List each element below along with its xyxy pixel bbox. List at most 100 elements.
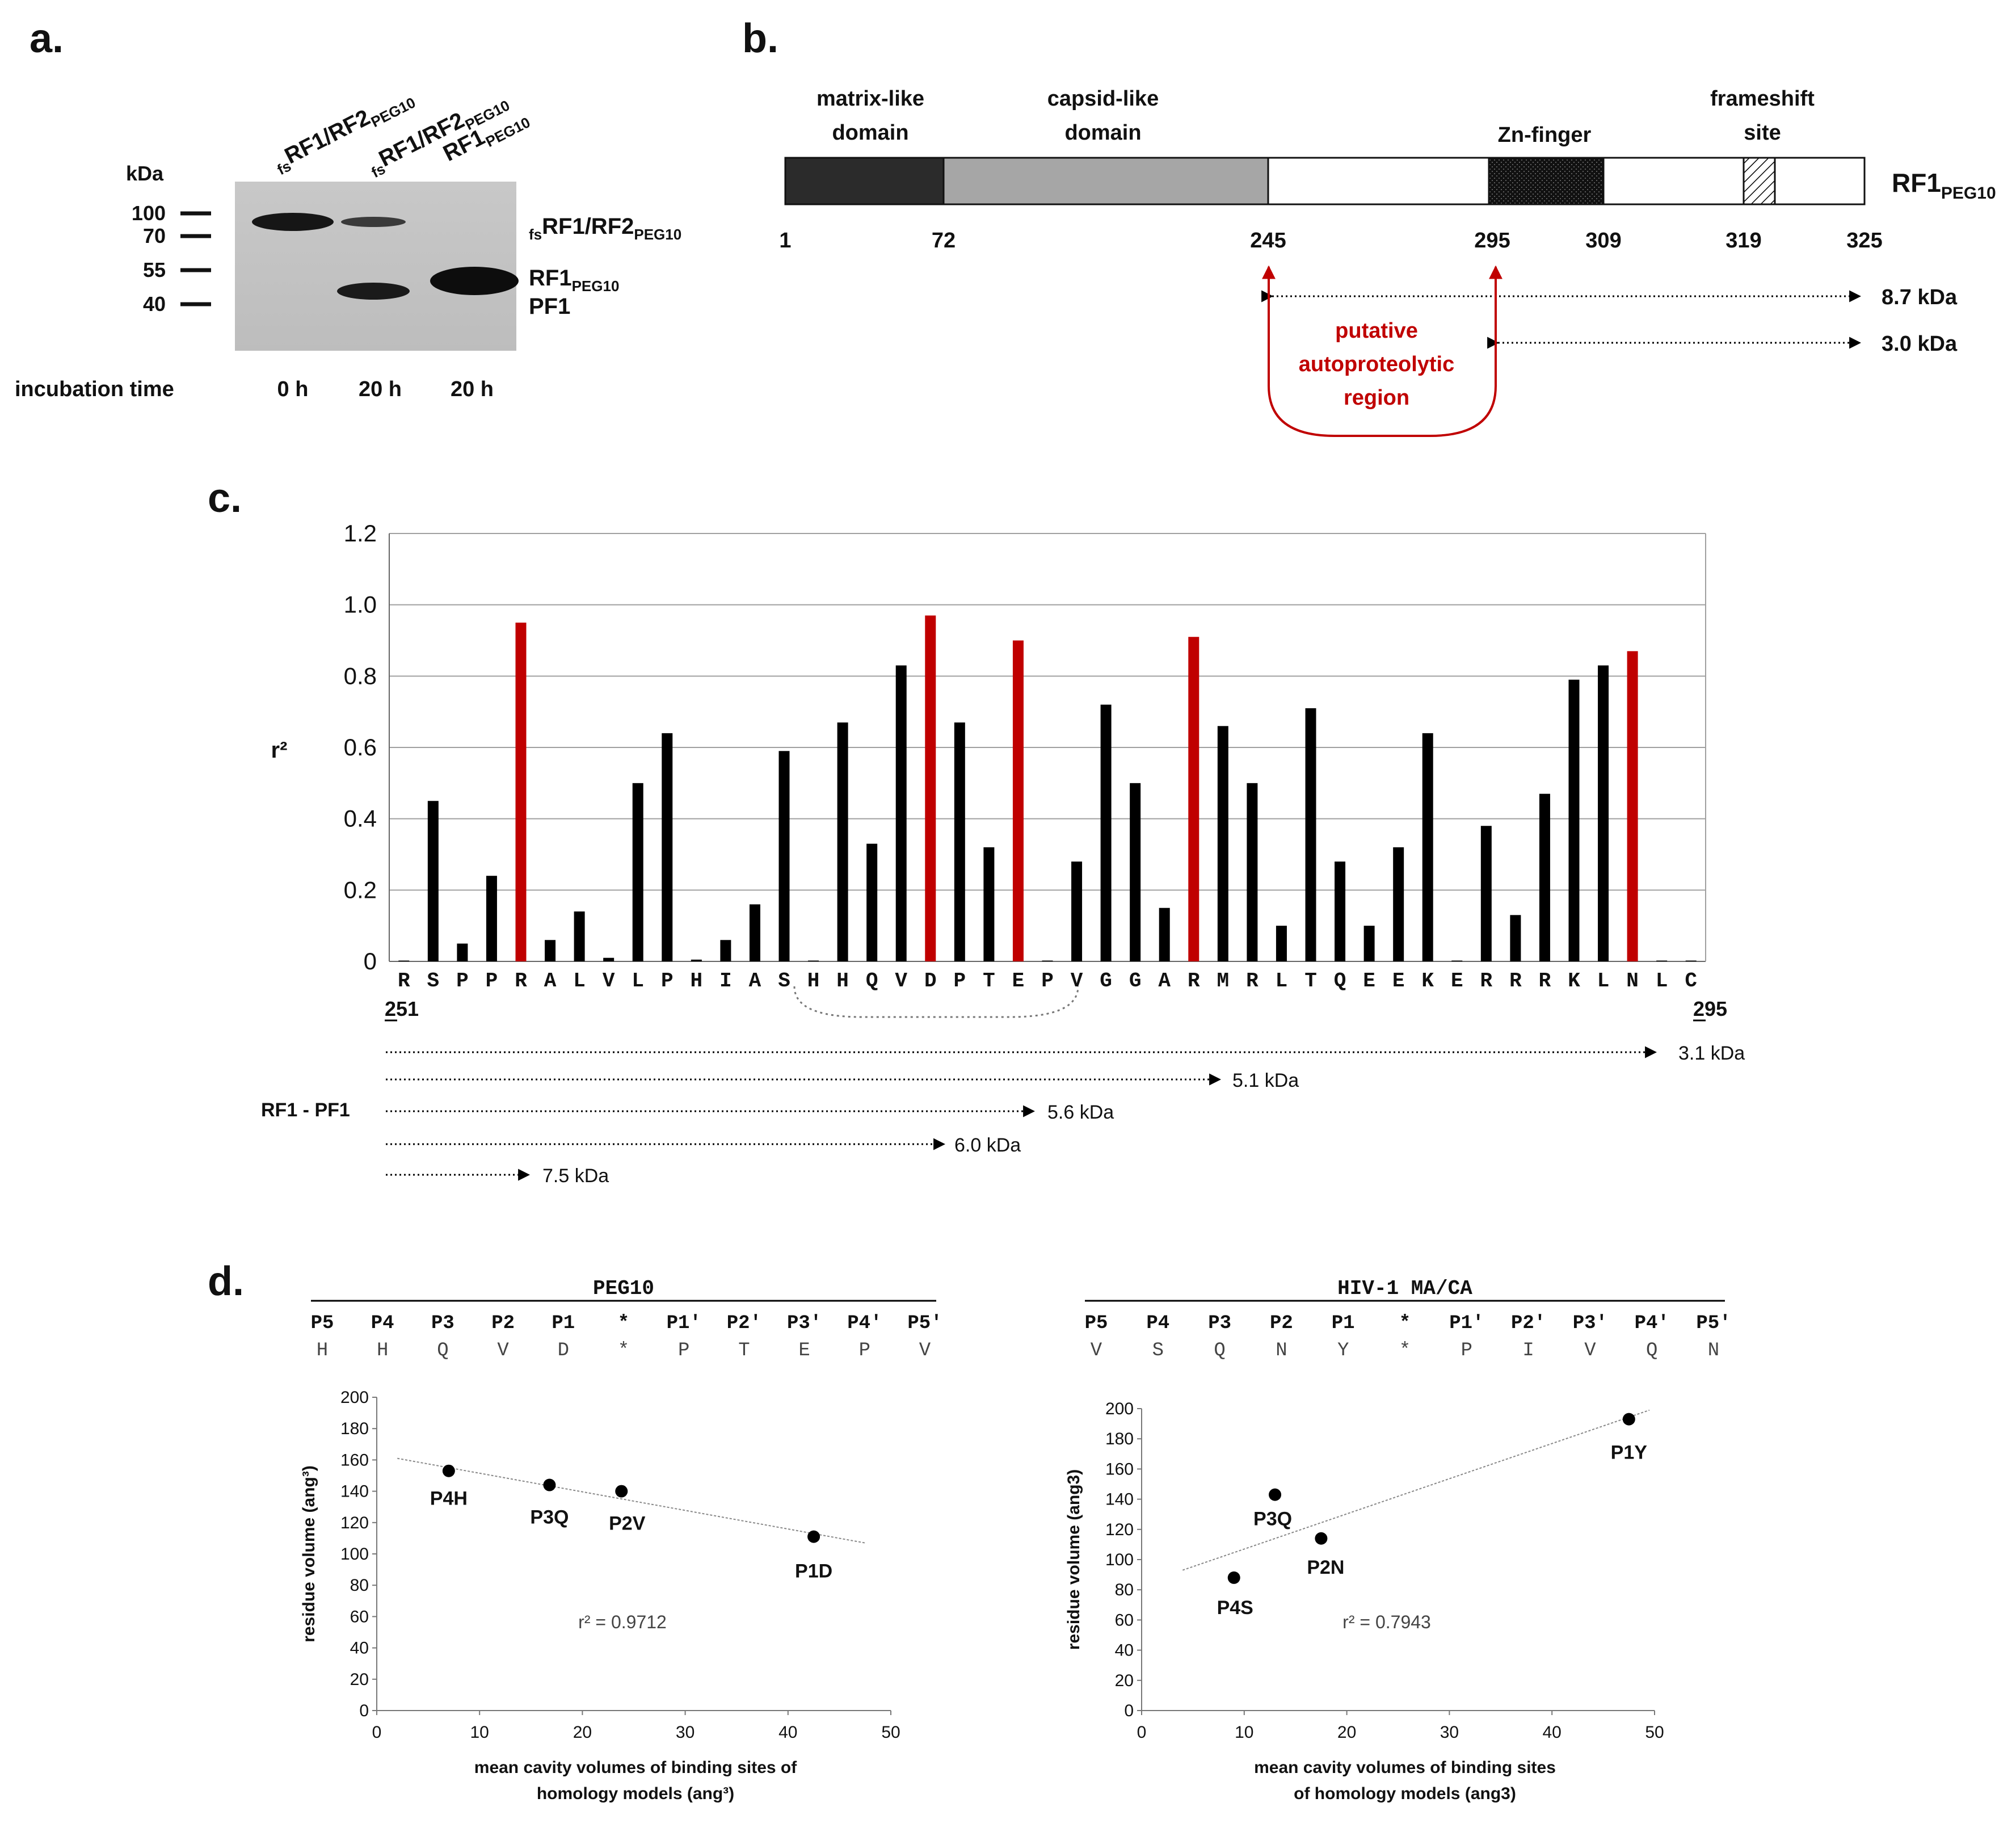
matrix-domain-label-2: domain: [832, 121, 908, 145]
residue-label: R: [1509, 969, 1522, 993]
residue-label: H: [836, 969, 849, 993]
site-position: P5': [907, 1313, 942, 1334]
data-point: [1622, 1413, 1635, 1426]
site-position: P2: [491, 1313, 515, 1334]
bar: [1100, 704, 1112, 961]
bar: [1247, 783, 1258, 961]
residue-label: R: [515, 969, 527, 993]
site-position: P4: [1146, 1313, 1169, 1334]
y-tick-label: 120: [340, 1514, 369, 1532]
marker-70: 70: [143, 224, 166, 247]
panel-c-label: c.: [208, 476, 242, 521]
residue-label: I: [719, 969, 732, 993]
bar: [1598, 665, 1609, 961]
residue-label: N: [1626, 969, 1639, 993]
y-tick-label: 60: [1115, 1611, 1134, 1629]
y-tick-label: 180: [340, 1419, 369, 1438]
bar: [1276, 926, 1287, 961]
rf1-pf1-label: RF1 - PF1: [261, 1099, 350, 1121]
y-tick-label: 20: [350, 1670, 369, 1689]
x-tick-label: 40: [778, 1723, 797, 1742]
sequence-end-label: 295: [1693, 997, 1727, 1020]
site-residue: P: [678, 1340, 689, 1362]
y-tick-label: 1.0: [344, 591, 377, 618]
bar-highlight: [1012, 640, 1024, 961]
site-residue: D: [558, 1340, 569, 1362]
panel-d: d. PEG10 P5 P4 P3 P2 P1 * P1' P2' P3' P4' P5' H H Q V D *…: [208, 1259, 1731, 1803]
matrix-domain: [784, 157, 945, 205]
bar: [1159, 907, 1170, 961]
zn-finger-domain: [1488, 157, 1605, 205]
y-tick-label: 0.4: [344, 805, 377, 832]
site-position: *: [618, 1313, 629, 1334]
residue-label: M: [1217, 969, 1230, 993]
site-residue: S: [1152, 1340, 1164, 1362]
bar: [662, 733, 673, 961]
x-axis-label-line-1: mean cavity volumes of binding sites: [1254, 1758, 1556, 1777]
frameshift-label-2: site: [1744, 121, 1781, 145]
site-residue: E: [798, 1340, 810, 1362]
residue-label: D: [924, 969, 937, 993]
y-tick-label: 200: [340, 1388, 369, 1407]
zn-finger-label: Zn-finger: [1498, 123, 1592, 147]
y-tick-label: 200: [1105, 1400, 1134, 1418]
capsid-domain: [942, 157, 1269, 205]
site-residue: Q: [1646, 1340, 1657, 1362]
position-labels: 1 72 245 295 309 319 325: [779, 229, 1882, 253]
bar: [486, 876, 497, 961]
data-point: [543, 1478, 556, 1491]
site-position: P1': [667, 1313, 701, 1334]
site-residue: T: [738, 1340, 750, 1362]
bar: [545, 940, 556, 961]
frameshift-site: [1743, 157, 1776, 205]
residue-label: L: [1656, 969, 1668, 993]
y-tick-label: 180: [1105, 1430, 1134, 1448]
residue-label: E: [1392, 969, 1405, 993]
bar: [1451, 960, 1463, 961]
x-tick-label: 20: [573, 1723, 592, 1742]
y-tick-label: 0: [1124, 1701, 1134, 1720]
residue-label: K: [1421, 969, 1434, 993]
bar: [1130, 783, 1141, 961]
time-lane-1: 0 h: [277, 377, 309, 401]
y-tick-label: 0: [364, 948, 377, 974]
site-position: P4': [1635, 1313, 1669, 1334]
bar: [603, 957, 615, 961]
bar: [778, 751, 790, 961]
y-tick-label: 120: [1105, 1520, 1134, 1539]
residue-label: E: [1012, 969, 1025, 993]
lane-labels: fsRF1/RF2PEG10 fsRF1/RF2PEG10 RF1PEG10: [275, 94, 533, 181]
site-position: P1: [1332, 1313, 1355, 1334]
y-tick-label: 40: [350, 1639, 369, 1658]
bar: [1363, 926, 1375, 961]
residue-label: G: [1129, 969, 1142, 993]
band-label-rf1: RF1PEG10: [529, 266, 619, 295]
domain-map: [784, 157, 1866, 205]
rf1-pf1-fragments: 3.1 kDa 5.1 kDa 5.6 kDa 6.0 kDa 7.5 kDa …: [261, 1043, 1745, 1187]
site-residue: Q: [1214, 1340, 1225, 1362]
sequence-start-label: 251: [385, 997, 419, 1020]
data-point: [807, 1530, 820, 1543]
capsid-domain-label-1: capsid-like: [1047, 87, 1159, 111]
site-position: P3: [1208, 1313, 1231, 1334]
x-tick-label: 0: [1137, 1723, 1147, 1742]
site-residue: V: [1584, 1340, 1596, 1362]
x-tick-label: 40: [1543, 1723, 1562, 1742]
marker-100: 100: [132, 201, 166, 225]
point-label: P3Q: [530, 1507, 569, 1528]
bar: [954, 722, 965, 961]
data-point: [1315, 1532, 1328, 1545]
bar: [398, 960, 410, 961]
x-tick-label: 10: [470, 1723, 489, 1742]
pos-325: 325: [1846, 229, 1882, 253]
bar: [749, 904, 760, 961]
fragment-30: 3.0 kDa: [1882, 332, 1958, 356]
fragment-arrows: 8.7 kDa 3.0 kDa: [1261, 285, 1958, 356]
residue-label: V: [1071, 969, 1083, 993]
y-tick-label: 0.6: [344, 734, 377, 760]
bar: [1305, 708, 1316, 961]
data-point: [1227, 1571, 1240, 1584]
y-axis-label: r²: [271, 738, 288, 763]
site-position: P1: [552, 1313, 575, 1334]
